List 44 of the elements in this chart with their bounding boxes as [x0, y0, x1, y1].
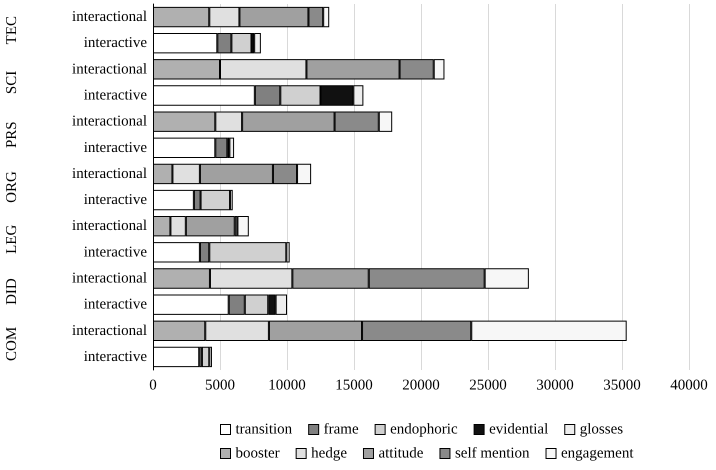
x-tick-label: 25000 — [469, 378, 507, 394]
text: PRS — [4, 121, 20, 148]
legend-label: self mention — [454, 446, 530, 462]
legend-label: booster — [236, 446, 280, 462]
y-tick-label: interactional — [72, 114, 147, 130]
legend-label: engagement — [561, 446, 634, 462]
x-tick-label: 5000 — [205, 378, 235, 394]
y-tick-label: interactive — [84, 348, 148, 365]
x-tick-label: 40000 — [670, 378, 708, 394]
bar — [237, 216, 249, 236]
y-tick-label: interactional — [72, 270, 147, 286]
bar — [202, 346, 210, 368]
y-tick-label: interactive — [84, 88, 148, 104]
x-tick-label: 0 — [149, 378, 157, 394]
text: COM — [4, 326, 20, 361]
y-tick-label: interactive — [84, 35, 148, 52]
y-tick-label: interactional — [72, 218, 147, 234]
legend-label: transition — [236, 422, 293, 438]
y-tick-label: interactive — [84, 192, 148, 208]
x-tick-label: 35000 — [603, 378, 641, 394]
bar — [254, 33, 261, 54]
y-tick-label: interactional — [72, 61, 147, 78]
y-tick-label: interactional — [72, 166, 147, 182]
text: LEG — [4, 224, 20, 254]
bar — [229, 138, 234, 158]
text: DID — [4, 278, 20, 305]
legend-label: attitude — [378, 446, 424, 462]
legend-label: evidential — [489, 422, 548, 438]
legend-label: endophoric — [390, 422, 458, 438]
x-tick-label: 20000 — [402, 378, 440, 394]
y-tick-label: interactive — [84, 244, 148, 260]
x-tick-label: 10000 — [268, 378, 306, 394]
y-tick-label: interactional — [72, 9, 147, 26]
y-tick-label: interactive — [84, 296, 148, 313]
legend-label: hedge — [311, 446, 348, 462]
text: ORG — [4, 171, 20, 203]
y-tick-label: interactional — [72, 322, 147, 339]
text: SCI — [4, 70, 20, 94]
text: TEC — [4, 16, 20, 44]
y-tick-label: interactive — [84, 140, 148, 156]
x-tick-label: 30000 — [536, 378, 574, 394]
legend-label: frame — [324, 422, 359, 438]
x-tick-label: 15000 — [335, 378, 373, 394]
legend-label: glosses — [580, 422, 624, 438]
